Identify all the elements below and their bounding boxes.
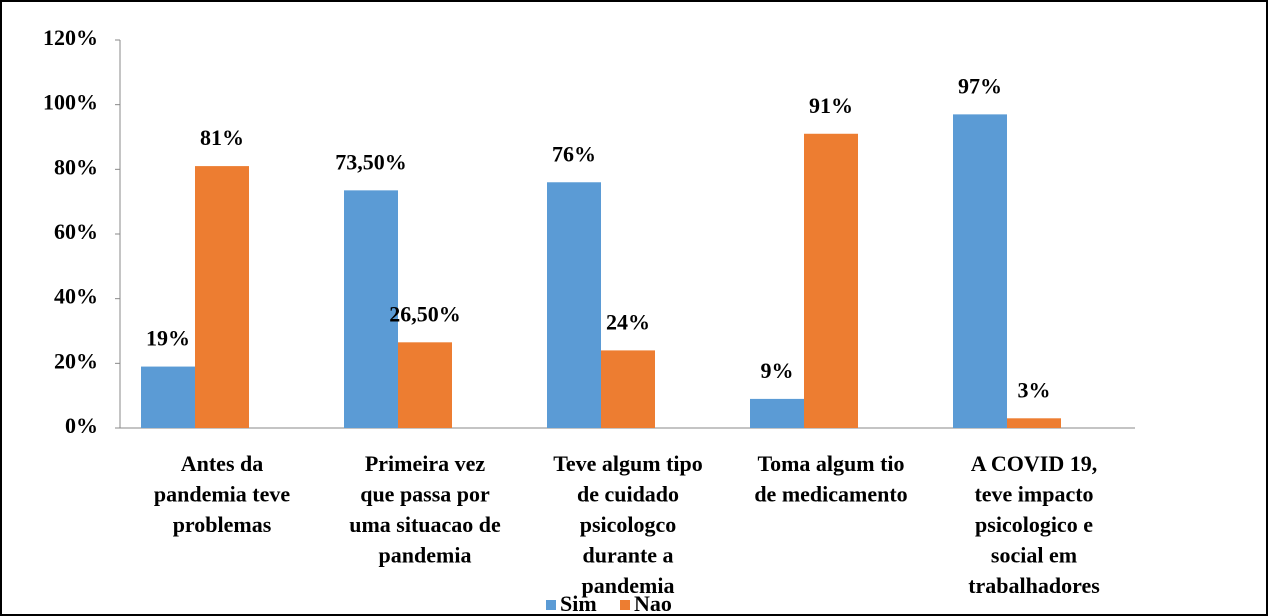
value-label: 91% <box>809 93 853 118</box>
x-tick-label: durante a <box>582 543 673 568</box>
value-label: 9% <box>761 358 794 383</box>
legend-swatch <box>546 600 556 610</box>
value-label: 97% <box>958 73 1002 98</box>
x-tick-label: psicologco <box>580 512 677 537</box>
x-tick-label: que passa por <box>360 482 490 507</box>
y-tick-label: 120% <box>43 25 98 50</box>
bar <box>1007 418 1061 428</box>
bar <box>804 133 858 428</box>
value-label: 81% <box>200 125 244 150</box>
y-tick-label: 40% <box>54 284 98 309</box>
x-tick-label: de cuidado <box>577 482 679 507</box>
x-tick-label: pandemia teve <box>154 482 291 507</box>
x-tick-label: Toma algum tio <box>757 451 904 476</box>
x-tick-label: psicologico e <box>975 512 1093 537</box>
y-tick-label: 20% <box>54 348 98 373</box>
bar <box>750 398 804 428</box>
bar <box>601 350 655 428</box>
bar <box>344 190 398 428</box>
y-tick-label: 0% <box>65 413 98 438</box>
x-tick-label: teve impacto <box>974 482 1093 507</box>
value-label: 73,50% <box>335 149 407 174</box>
value-label: 24% <box>606 309 650 334</box>
value-label: 3% <box>1018 377 1051 402</box>
bar <box>547 182 601 428</box>
legend-label: Nao <box>634 591 672 616</box>
bar <box>398 342 452 428</box>
x-tick-label: Teve algum tipo <box>553 451 703 476</box>
x-tick-label: Antes da <box>181 451 264 476</box>
y-tick-label: 60% <box>54 219 98 244</box>
x-tick-label: Primeira vez <box>365 451 486 476</box>
value-label: 76% <box>552 141 596 166</box>
x-tick-label: trabalhadores <box>968 573 1100 598</box>
bar <box>141 366 195 428</box>
x-tick-label: A COVID 19, <box>971 451 1098 476</box>
x-tick-label: uma situacao de <box>349 512 501 537</box>
legend-swatch <box>620 600 630 610</box>
value-label: 19% <box>146 326 190 351</box>
x-tick-label: pandemia <box>379 543 472 568</box>
x-tick-label: de medicamento <box>754 482 907 507</box>
value-label: 26,50% <box>389 301 461 326</box>
y-tick-label: 80% <box>54 154 98 179</box>
x-tick-label: pandemia <box>582 573 675 598</box>
bar <box>953 114 1007 428</box>
x-tick-label: problemas <box>173 512 272 537</box>
y-tick-label: 100% <box>43 90 98 115</box>
x-tick-label: social em <box>991 543 1077 568</box>
bar <box>195 166 249 428</box>
legend-label: Sim <box>560 591 597 616</box>
